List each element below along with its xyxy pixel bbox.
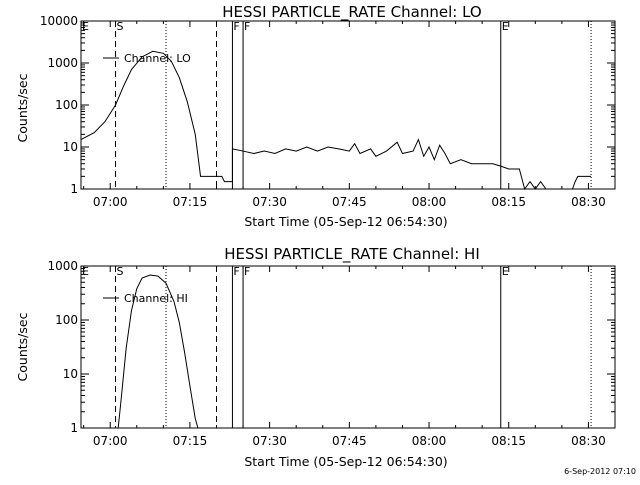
y-axis-label: Counts/sec bbox=[15, 312, 30, 381]
x-tick-label: 07:00 bbox=[93, 434, 128, 448]
plot-area: 07:00 07:15 07:30 07:45 08:00 08:15 08:30 1 10 10… bbox=[40, 14, 616, 209]
x-tick-label: 08:00 bbox=[412, 434, 447, 448]
x-tick-label: 07:30 bbox=[252, 434, 287, 448]
y-tick-label: 10000 bbox=[40, 14, 78, 28]
x-tick-label: 08:15 bbox=[491, 434, 526, 448]
event-marker-label: E bbox=[502, 265, 509, 278]
event-marker-label: E bbox=[82, 20, 89, 33]
x-tick-label: 07:15 bbox=[173, 434, 208, 448]
y-tick-label: 100 bbox=[55, 313, 78, 327]
x-tick-label: 07:45 bbox=[332, 195, 367, 209]
legend-label: Channel: HI bbox=[124, 292, 188, 305]
event-marker-label: F bbox=[244, 20, 250, 33]
x-tick-label: 08:30 bbox=[571, 195, 606, 209]
event-marker-label: E bbox=[82, 265, 89, 278]
event-marker-label: S bbox=[117, 265, 124, 278]
y-tick-label: 10 bbox=[63, 367, 78, 381]
x-tick-label: 08:15 bbox=[491, 195, 526, 209]
event-marker-label: F bbox=[233, 265, 239, 278]
x-tick-label: 07:15 bbox=[173, 195, 208, 209]
legend: Channel: HI bbox=[103, 292, 188, 305]
y-axis-label: Counts/sec bbox=[15, 73, 30, 142]
y-tick-label: 1000 bbox=[47, 259, 78, 273]
chart-title: HESSI PARTICLE_RATE Channel: LO bbox=[222, 3, 481, 22]
x-tick-label: 08:30 bbox=[571, 434, 606, 448]
y-tick-label: 1 bbox=[70, 182, 78, 196]
series-line bbox=[80, 50, 592, 191]
timestamp-footer: 6-Sep-2012 07:10 bbox=[564, 467, 636, 476]
y-tick-label: 100 bbox=[55, 98, 78, 112]
y-tick-label: 1000 bbox=[47, 56, 78, 70]
x-tick-label: 07:30 bbox=[252, 195, 287, 209]
x-axis-label: Start Time (05-Sep-12 06:54:30) bbox=[244, 454, 447, 469]
x-tick-label: 07:45 bbox=[332, 434, 367, 448]
event-marker-label: E bbox=[502, 20, 509, 33]
legend-label: Channel: LO bbox=[124, 52, 191, 65]
event-marker-label: F bbox=[233, 20, 239, 33]
legend: Channel: LO bbox=[103, 52, 191, 65]
event-marker-label: S bbox=[117, 20, 124, 33]
event-marker-label: F bbox=[244, 265, 250, 278]
x-tick-label: 08:00 bbox=[412, 195, 447, 209]
y-tick-label: 1 bbox=[70, 421, 78, 435]
y-tick-label: 10 bbox=[63, 140, 78, 154]
series-line bbox=[117, 274, 199, 429]
plot-area: 07:00 07:15 07:30 07:45 08:00 08:15 08:30 1 10 10… bbox=[47, 259, 616, 448]
x-tick-label: 07:00 bbox=[93, 195, 128, 209]
chart-title: HESSI PARTICLE_RATE Channel: HI bbox=[224, 245, 480, 264]
chart-panel-lo: HESSI PARTICLE_RATE Channel: LO Counts/s… bbox=[15, 3, 616, 229]
chart-panel-hi: HESSI PARTICLE_RATE Channel: HI Counts/s… bbox=[15, 245, 616, 469]
x-axis-label: Start Time (05-Sep-12 06:54:30) bbox=[244, 214, 447, 229]
